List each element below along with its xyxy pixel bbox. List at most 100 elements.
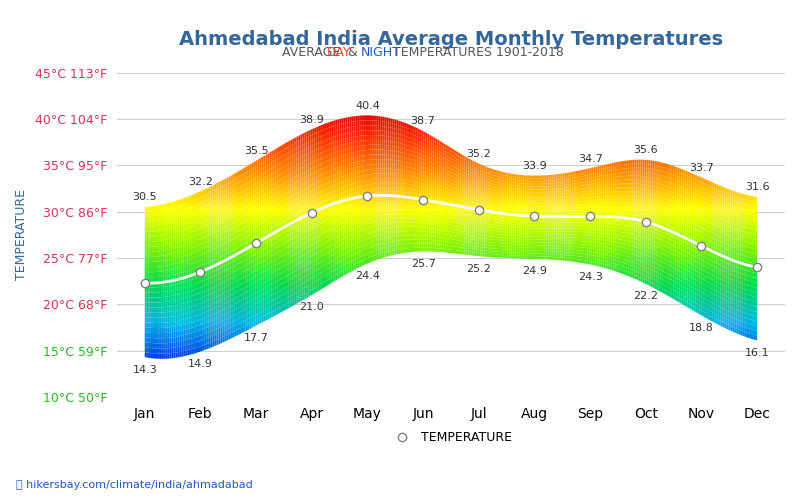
Polygon shape bbox=[569, 232, 570, 234]
Polygon shape bbox=[671, 170, 673, 174]
Polygon shape bbox=[540, 242, 542, 246]
Polygon shape bbox=[645, 254, 646, 260]
Polygon shape bbox=[573, 246, 575, 250]
Polygon shape bbox=[323, 129, 325, 136]
Polygon shape bbox=[225, 319, 226, 326]
Polygon shape bbox=[594, 167, 595, 170]
Polygon shape bbox=[587, 188, 590, 191]
Polygon shape bbox=[477, 190, 478, 194]
Polygon shape bbox=[730, 260, 733, 266]
Polygon shape bbox=[489, 194, 491, 198]
Polygon shape bbox=[614, 235, 616, 238]
Polygon shape bbox=[610, 199, 612, 202]
Polygon shape bbox=[667, 172, 669, 178]
Polygon shape bbox=[442, 230, 444, 234]
Polygon shape bbox=[323, 146, 325, 152]
Polygon shape bbox=[468, 200, 470, 204]
Polygon shape bbox=[384, 238, 386, 244]
Polygon shape bbox=[686, 170, 687, 176]
Polygon shape bbox=[565, 244, 566, 246]
Polygon shape bbox=[645, 184, 646, 189]
Polygon shape bbox=[212, 238, 214, 245]
Polygon shape bbox=[704, 270, 706, 276]
Polygon shape bbox=[405, 127, 407, 132]
Polygon shape bbox=[458, 224, 460, 228]
Polygon shape bbox=[435, 233, 438, 237]
Polygon shape bbox=[262, 173, 263, 180]
Polygon shape bbox=[598, 203, 599, 206]
Polygon shape bbox=[456, 199, 458, 203]
Polygon shape bbox=[649, 240, 650, 244]
Polygon shape bbox=[403, 240, 405, 244]
Polygon shape bbox=[669, 284, 671, 289]
Polygon shape bbox=[171, 296, 174, 301]
Polygon shape bbox=[313, 232, 314, 239]
Polygon shape bbox=[298, 202, 301, 208]
Polygon shape bbox=[247, 170, 250, 177]
Polygon shape bbox=[546, 220, 548, 223]
Polygon shape bbox=[468, 246, 470, 249]
Polygon shape bbox=[650, 224, 653, 228]
Polygon shape bbox=[153, 221, 155, 226]
Polygon shape bbox=[646, 185, 649, 190]
Polygon shape bbox=[526, 203, 528, 206]
Polygon shape bbox=[598, 216, 599, 220]
Polygon shape bbox=[360, 236, 362, 242]
Polygon shape bbox=[434, 137, 435, 142]
Polygon shape bbox=[179, 225, 182, 231]
Polygon shape bbox=[675, 189, 678, 194]
Polygon shape bbox=[153, 216, 155, 222]
Polygon shape bbox=[616, 162, 618, 166]
Polygon shape bbox=[570, 238, 573, 240]
Polygon shape bbox=[431, 194, 434, 198]
Polygon shape bbox=[278, 252, 280, 258]
Polygon shape bbox=[733, 190, 734, 196]
Polygon shape bbox=[583, 204, 585, 207]
Polygon shape bbox=[632, 211, 634, 216]
Polygon shape bbox=[499, 254, 501, 258]
Polygon shape bbox=[579, 201, 581, 204]
Polygon shape bbox=[190, 274, 192, 280]
Polygon shape bbox=[188, 264, 190, 270]
Polygon shape bbox=[673, 219, 675, 224]
Polygon shape bbox=[218, 257, 221, 264]
Polygon shape bbox=[649, 235, 650, 240]
Polygon shape bbox=[331, 218, 333, 224]
Polygon shape bbox=[530, 231, 532, 234]
Polygon shape bbox=[473, 173, 474, 177]
Polygon shape bbox=[518, 247, 519, 250]
Polygon shape bbox=[489, 200, 491, 204]
Polygon shape bbox=[733, 318, 734, 323]
Polygon shape bbox=[608, 170, 610, 174]
Polygon shape bbox=[692, 305, 694, 311]
Polygon shape bbox=[747, 318, 749, 324]
Polygon shape bbox=[206, 344, 208, 349]
Polygon shape bbox=[398, 156, 401, 161]
Polygon shape bbox=[171, 248, 174, 254]
Polygon shape bbox=[397, 124, 398, 130]
Polygon shape bbox=[217, 231, 218, 237]
Polygon shape bbox=[645, 226, 646, 230]
Polygon shape bbox=[511, 218, 514, 222]
Polygon shape bbox=[565, 214, 566, 217]
Polygon shape bbox=[450, 196, 452, 201]
Polygon shape bbox=[602, 178, 603, 182]
Polygon shape bbox=[438, 200, 440, 204]
Polygon shape bbox=[321, 179, 323, 186]
Polygon shape bbox=[673, 170, 675, 175]
Polygon shape bbox=[583, 188, 585, 192]
Polygon shape bbox=[175, 279, 178, 284]
Polygon shape bbox=[610, 262, 612, 266]
Polygon shape bbox=[608, 244, 610, 248]
Polygon shape bbox=[575, 235, 577, 238]
Polygon shape bbox=[526, 256, 528, 258]
Polygon shape bbox=[466, 238, 468, 242]
Polygon shape bbox=[714, 286, 716, 291]
Polygon shape bbox=[448, 185, 450, 190]
Polygon shape bbox=[473, 205, 474, 208]
Polygon shape bbox=[263, 177, 266, 184]
Polygon shape bbox=[548, 186, 550, 189]
Polygon shape bbox=[603, 175, 606, 178]
Polygon shape bbox=[534, 186, 536, 190]
Polygon shape bbox=[470, 176, 473, 180]
